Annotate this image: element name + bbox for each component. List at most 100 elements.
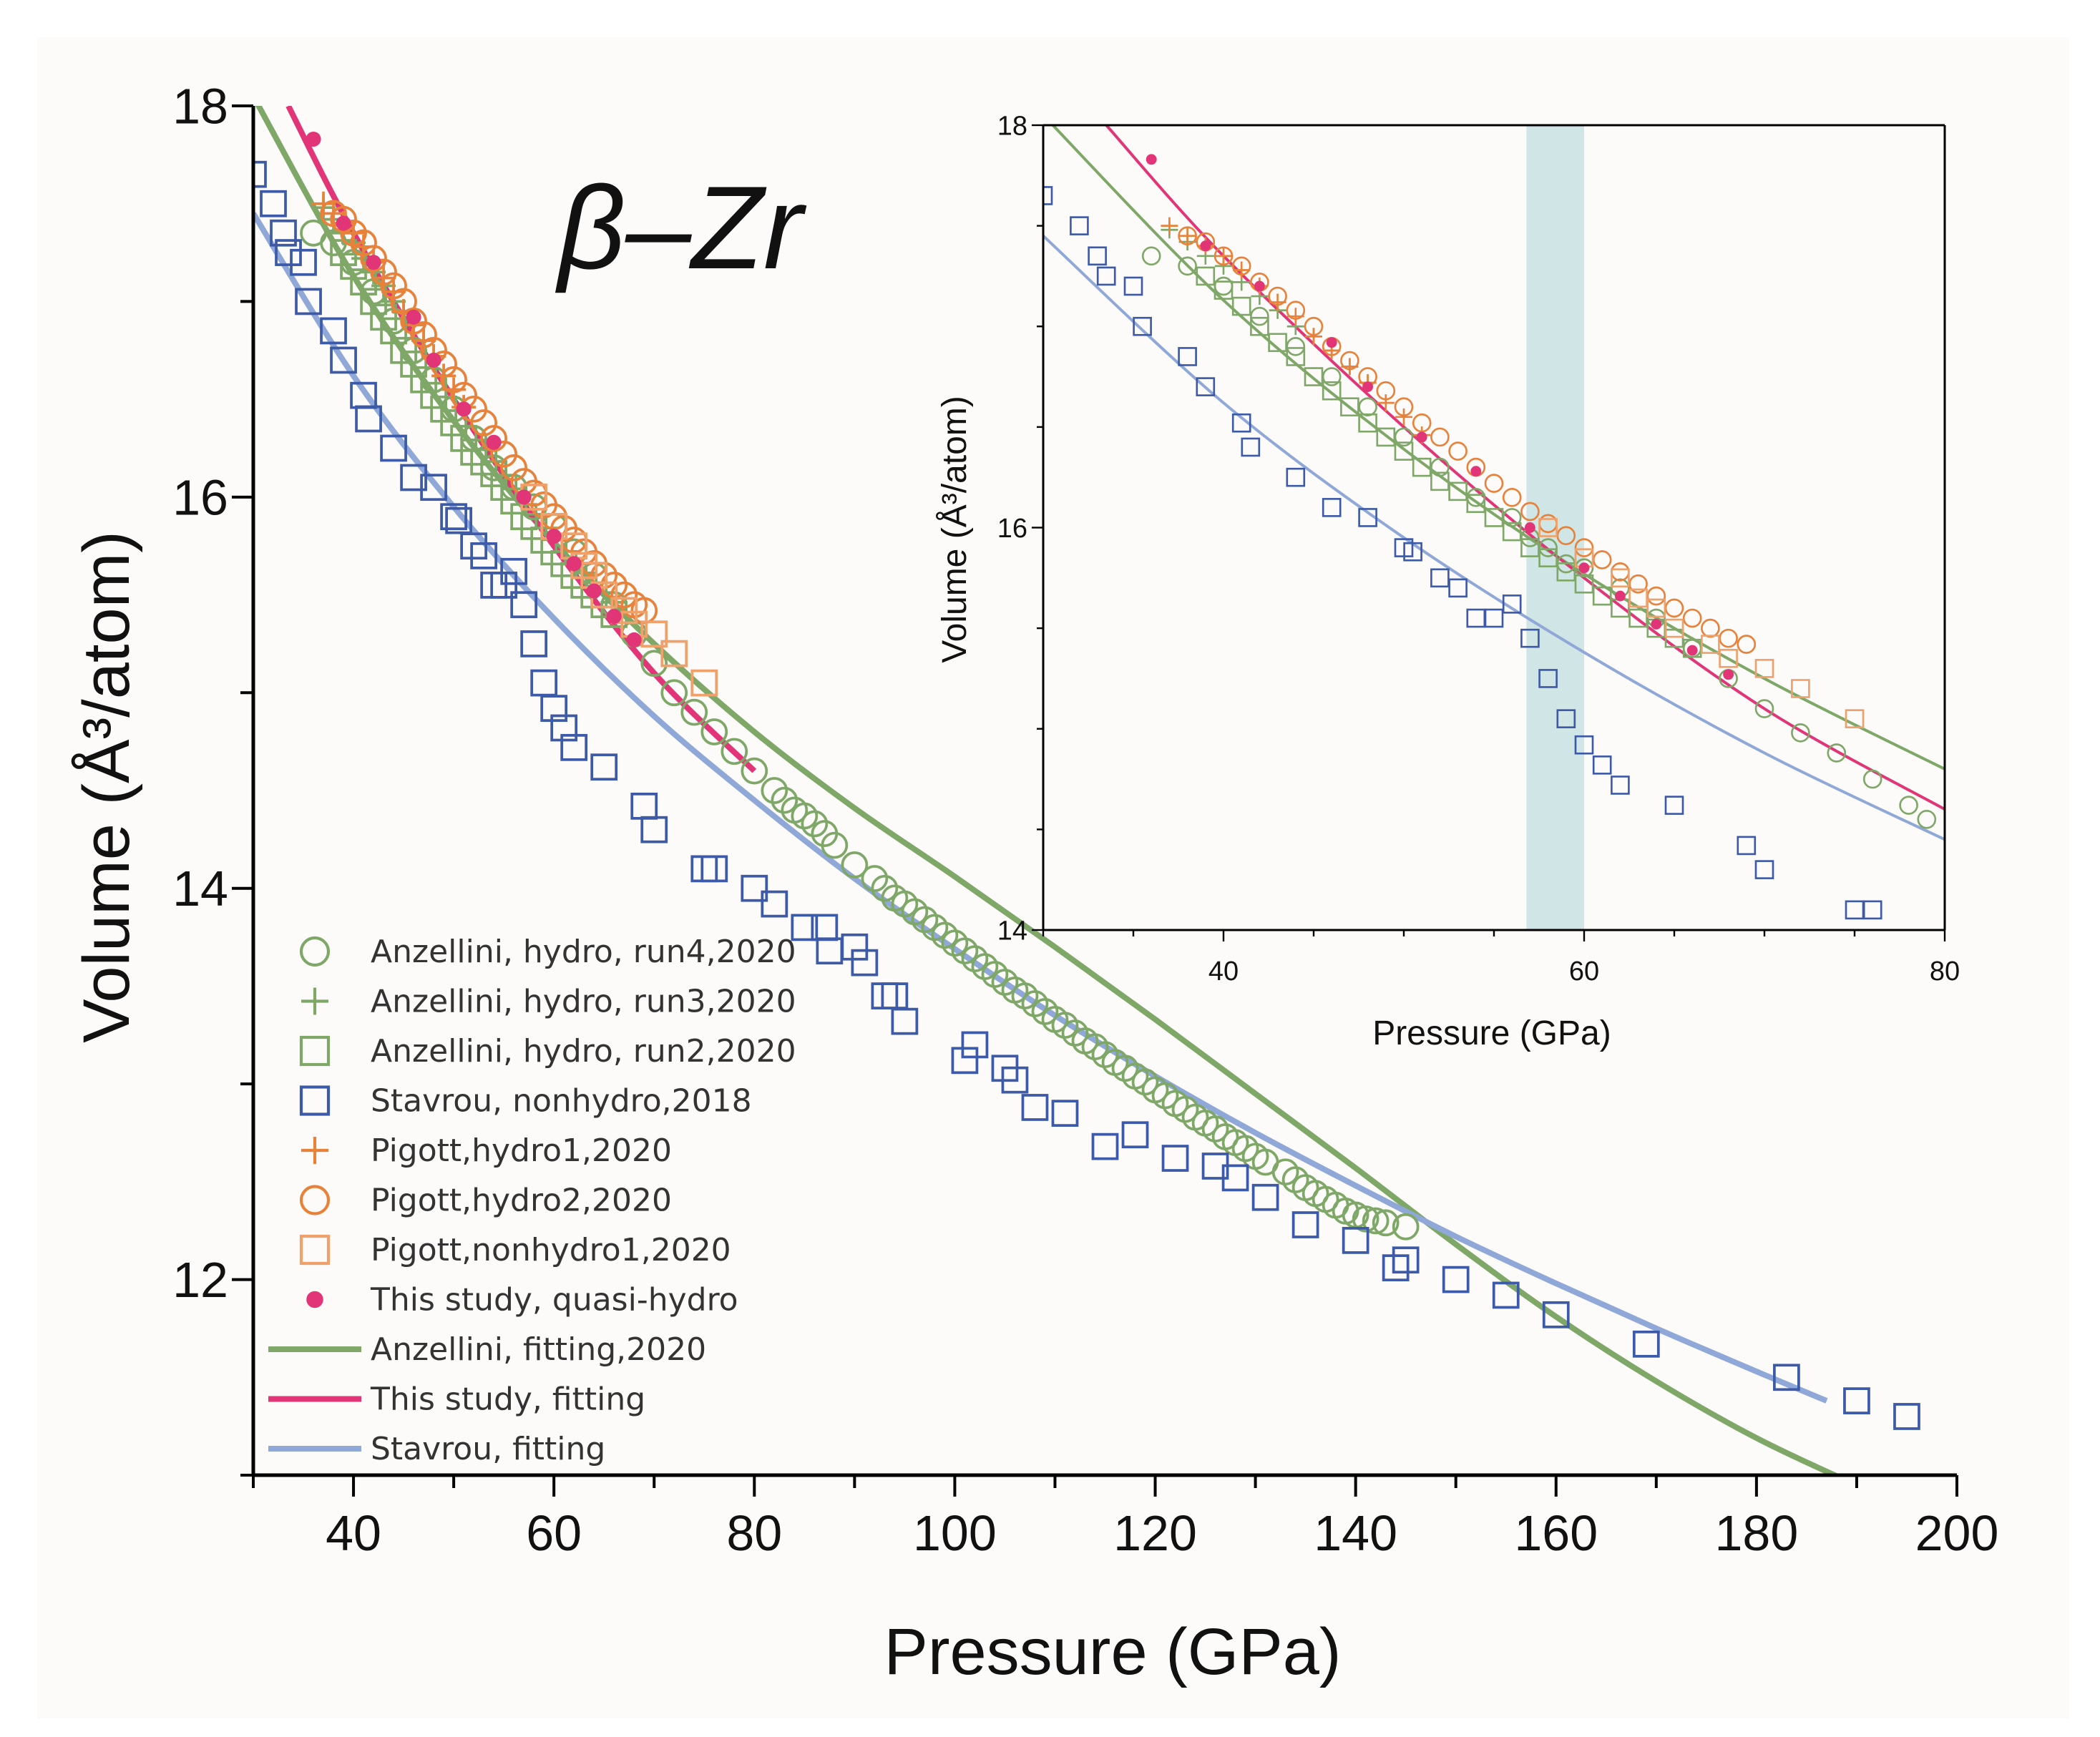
data-point: [1403, 542, 1422, 562]
data-point: [510, 591, 538, 619]
data-point: [891, 1007, 919, 1035]
inset-y-axis-label: Volume (Å³/atom): [936, 396, 974, 662]
data-point: [1430, 427, 1450, 447]
data-point: [1372, 1209, 1400, 1237]
legend-marker: [299, 1085, 331, 1116]
data-point: [490, 572, 518, 599]
data-point: [566, 556, 582, 572]
data-point: [410, 321, 437, 348]
data-point: [1442, 1266, 1470, 1293]
main-x-tick-label: 100: [913, 1505, 997, 1561]
data-point: [500, 454, 528, 481]
data-point: [1358, 413, 1377, 433]
data-point: [336, 215, 351, 231]
main-x-tick-label: 200: [1915, 1505, 1999, 1561]
data-point: [370, 303, 397, 331]
data-point: [1233, 261, 1251, 279]
data-point: [490, 440, 518, 468]
data-point: [1352, 1205, 1379, 1233]
data-point: [290, 248, 317, 276]
data-point: [350, 229, 377, 257]
data-point: [1268, 333, 1287, 353]
data-point: [1628, 588, 1648, 608]
data-point: [1286, 300, 1306, 321]
data-point: [456, 401, 472, 417]
data-point: [1305, 328, 1322, 346]
legend-label: Pigott,hydro1,2020: [371, 1132, 672, 1169]
data-point: [1845, 709, 1865, 729]
main-x-axis-label: Pressure (GPa): [884, 1615, 1341, 1688]
data-point: [1213, 246, 1234, 266]
data-point: [1899, 796, 1918, 815]
data-point: [1286, 467, 1306, 487]
data-point: [1737, 635, 1757, 654]
data-point: [1304, 367, 1324, 386]
data-point: [821, 831, 849, 859]
data-point: [1412, 413, 1432, 433]
legend-item-this-study-fitting: This study, fitting: [268, 1381, 645, 1418]
data-point: [450, 424, 477, 452]
data-point: [1827, 743, 1847, 763]
data-point: [1231, 413, 1251, 433]
data-point: [1538, 548, 1558, 568]
data-point: [1430, 471, 1450, 491]
data-point: [610, 581, 638, 609]
data-point: [1394, 397, 1414, 417]
data-point: [270, 219, 297, 247]
data-point: [690, 855, 718, 883]
data-point: [1326, 337, 1337, 348]
data-point: [590, 753, 618, 781]
data-point: [1231, 296, 1251, 316]
main-x-tick-label: 120: [1113, 1505, 1197, 1561]
inset-series-pigott-nonhydro1-2020: [1538, 518, 1865, 729]
data-point: [1492, 1281, 1520, 1309]
data-point: [500, 557, 528, 585]
main-x-tick-label: 140: [1314, 1505, 1397, 1561]
data-point: [486, 434, 502, 450]
data-point: [1376, 381, 1396, 401]
legend-item-anzellini-hydro-run3-2020: Anzellini, hydro, run3,2020: [301, 984, 796, 1020]
data-point: [1412, 457, 1432, 477]
data-point: [1862, 900, 1882, 920]
data-point: [330, 346, 357, 374]
data-point: [1133, 316, 1152, 336]
data-point: [1723, 669, 1734, 680]
data-point: [871, 874, 899, 902]
data-point: [1200, 240, 1211, 252]
inset-chart: 40 60 80 14 16 18 Pressure (GPa) Volume (Å³/a…: [936, 111, 1960, 1052]
data-point: [406, 309, 421, 325]
data-point: [260, 190, 287, 217]
data-point: [586, 583, 602, 599]
data-point: [1470, 466, 1482, 477]
inset-series-pigott-hydro2-2020: [1178, 226, 1757, 654]
data-point: [1322, 381, 1342, 401]
data-point: [1502, 487, 1522, 507]
data-point: [1484, 608, 1504, 628]
legend-item-stavrou-nonhydro-2018: Stavrou, nonhydro,2018: [299, 1083, 752, 1120]
data-point: [1538, 669, 1558, 688]
data-point: [340, 219, 367, 247]
data-point: [1556, 562, 1576, 582]
legend-item-anzellini-hydro-run4-2020: Anzellini, hydro, run4,2020: [299, 934, 796, 970]
data-point: [1304, 316, 1324, 336]
data-point: [1484, 474, 1504, 493]
data-point: [1392, 1213, 1420, 1241]
data-point: [381, 279, 406, 304]
data-point: [1628, 608, 1648, 628]
chart-title: β–Zr: [555, 162, 807, 293]
data-point: [630, 793, 658, 820]
data-point: [470, 409, 498, 436]
data-point: [741, 757, 768, 785]
data-point: [1395, 408, 1412, 426]
inset-x-axis-label: Pressure (GPa): [1372, 1014, 1611, 1052]
main-chart: 40 60 80 100 120 140 160 180 200 12 14 16 18 β–Zr Pr…: [70, 79, 1998, 1689]
data-point: [1448, 441, 1467, 461]
data-point: [741, 874, 768, 902]
data-point: [1251, 1183, 1279, 1211]
data-point: [1843, 1387, 1870, 1414]
data-point: [311, 191, 336, 216]
data-point: [546, 529, 562, 544]
inset-background: [1043, 125, 1945, 930]
data-point: [1213, 280, 1234, 300]
data-point: [330, 205, 357, 233]
